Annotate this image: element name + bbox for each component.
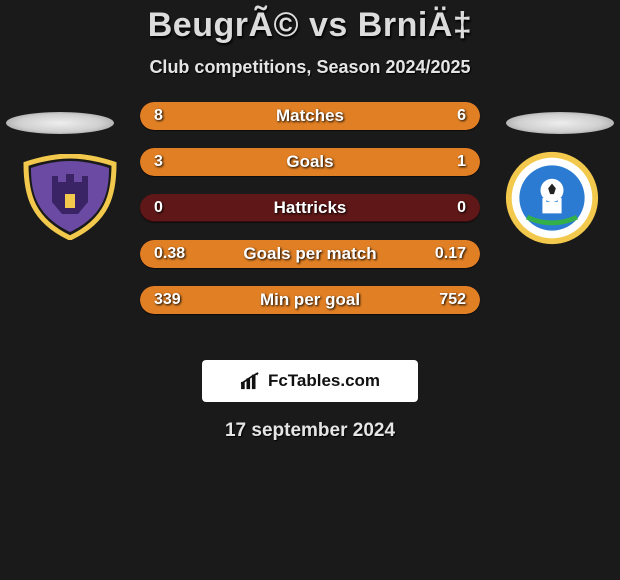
stat-value-left: 0.38 <box>154 240 185 268</box>
bar-chart-icon <box>240 372 262 390</box>
comparison-card: BeugrÃ© vs BrniÄ‡ Club competitions, Sea… <box>0 0 620 442</box>
castle-right-icon <box>542 196 561 213</box>
stat-row: Min per goal339 752 <box>140 286 480 314</box>
stat-value-right: 6 <box>457 102 466 130</box>
brand-text: FcTables.com <box>268 371 380 391</box>
stat-value-right: 752 <box>439 286 466 314</box>
castle-door-icon <box>65 194 75 208</box>
stat-row: Goals per match0.38 0.17 <box>140 240 480 268</box>
page-subtitle: Club competitions, Season 2024/2025 <box>0 57 620 78</box>
stat-label: Matches <box>140 102 480 130</box>
club-badge-right <box>504 150 600 246</box>
brand-box[interactable]: FcTables.com <box>202 360 418 402</box>
stat-value-left: 8 <box>154 102 163 130</box>
stat-value-left: 339 <box>154 286 181 314</box>
stat-row: Hattricks0 0 <box>140 194 480 222</box>
stat-value-left: 0 <box>154 194 163 222</box>
stat-rows: Matches8 6 Goals3 1 Hattricks0 0 Goals per mat… <box>140 102 480 332</box>
page-title: BeugrÃ© vs BrniÄ‡ <box>0 6 620 45</box>
club-badge-left <box>20 154 120 240</box>
stat-row: Goals3 1 <box>140 148 480 176</box>
stat-row: Matches8 6 <box>140 102 480 130</box>
stat-value-right: 1 <box>457 148 466 176</box>
stat-value-left: 3 <box>154 148 163 176</box>
comparison-stage: Matches8 6 Goals3 1 Hattricks0 0 Goals per mat… <box>0 102 620 342</box>
stat-label: Goals <box>140 148 480 176</box>
stat-label: Goals per match <box>140 240 480 268</box>
halo-left <box>6 112 114 134</box>
stat-value-right: 0.17 <box>435 240 466 268</box>
stat-value-right: 0 <box>457 194 466 222</box>
halo-right <box>506 112 614 134</box>
stat-label: Hattricks <box>140 194 480 222</box>
date-text: 17 september 2024 <box>0 420 620 442</box>
stat-label: Min per goal <box>140 286 480 314</box>
